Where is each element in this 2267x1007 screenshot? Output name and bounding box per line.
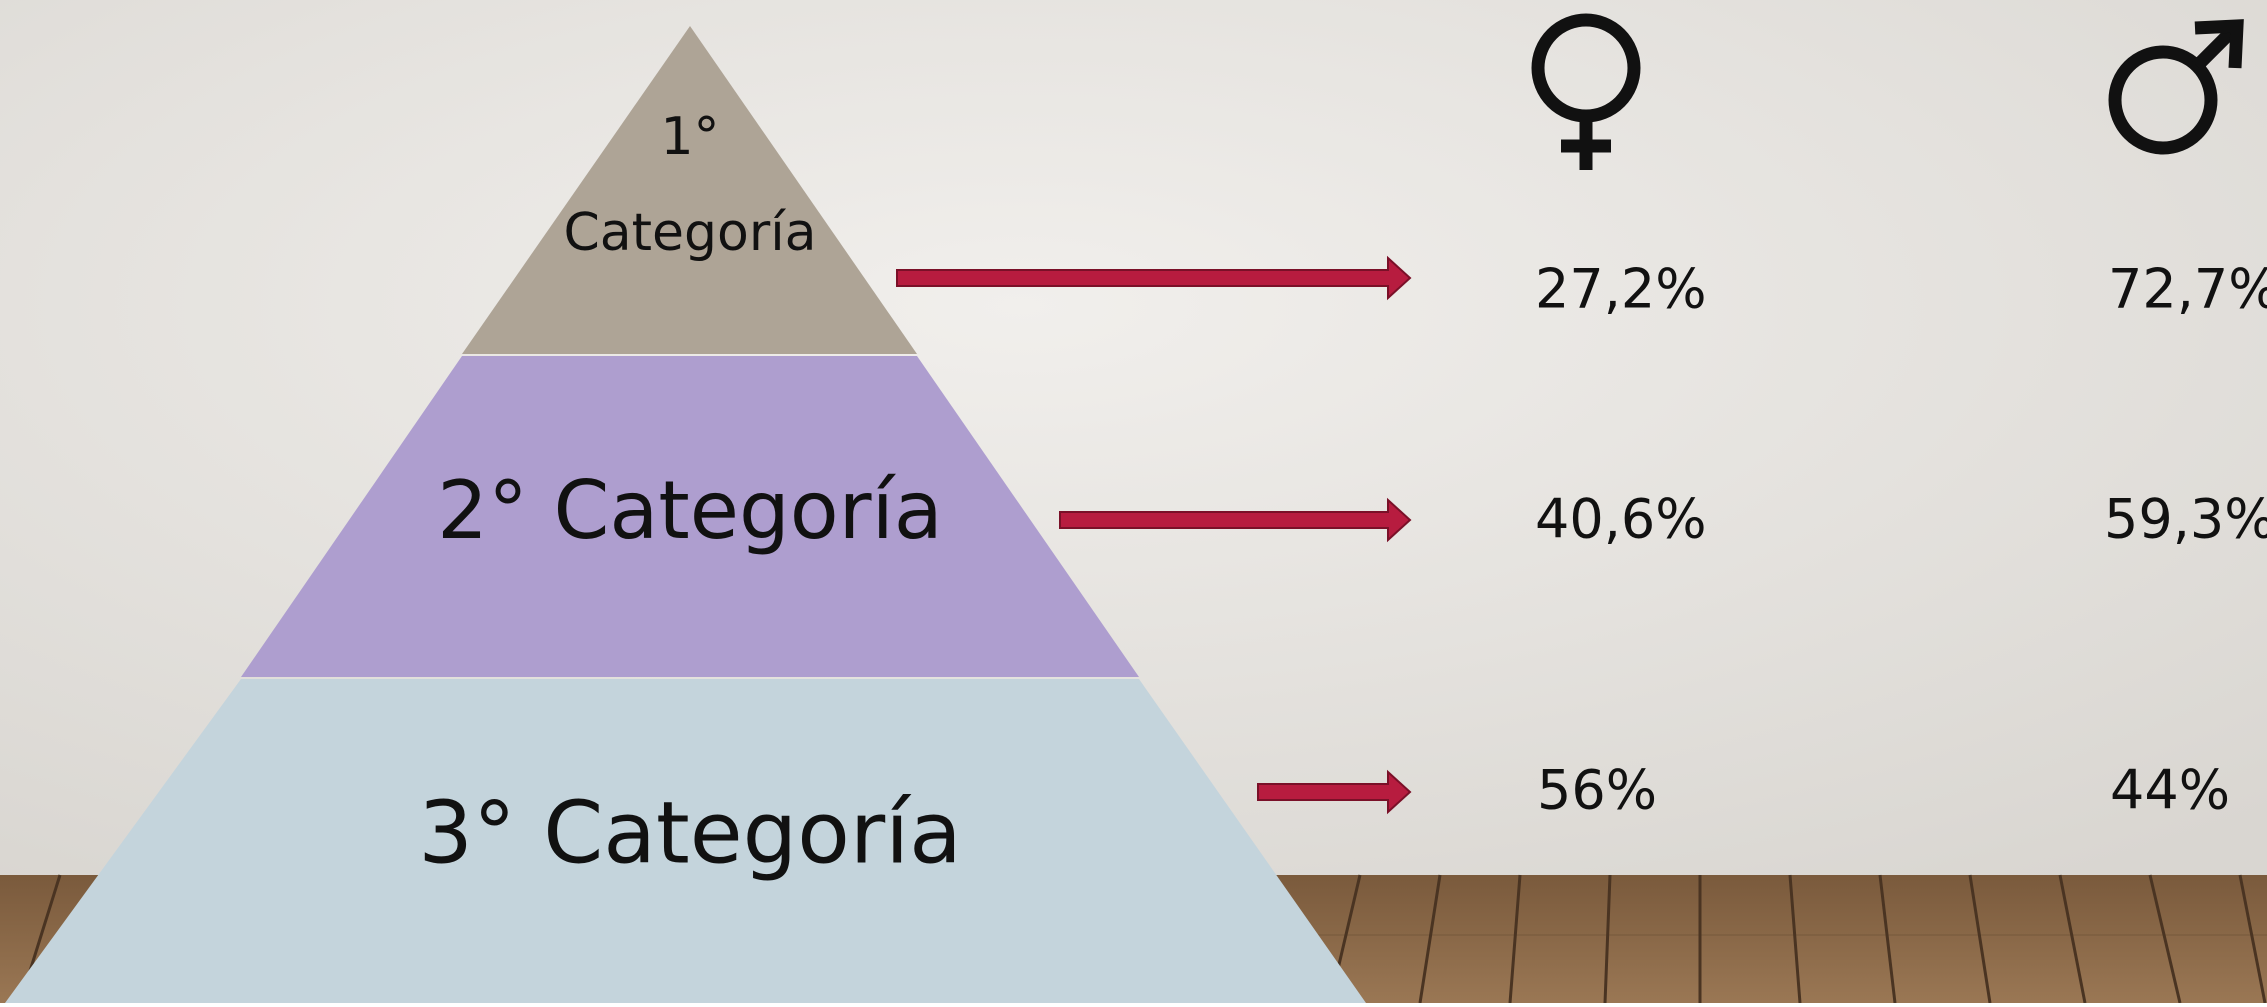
tier-label: 3° Categoría xyxy=(418,783,962,883)
male-percent: 44% xyxy=(2110,759,2230,822)
tier-label: Categoría xyxy=(563,203,816,263)
tier-label: 1° xyxy=(660,107,719,167)
female-percent: 56% xyxy=(1537,759,1657,822)
male-percent: 59,3% xyxy=(2104,488,2267,551)
female-percent: 27,2% xyxy=(1535,258,1707,321)
male-percent: 72,7% xyxy=(2108,258,2267,321)
female-percent: 40,6% xyxy=(1535,488,1707,551)
tier-label: 2° Categoría xyxy=(437,464,943,557)
slide: 1° Categoría 2° Categoría 3° Categoría 2… xyxy=(0,0,2267,1003)
